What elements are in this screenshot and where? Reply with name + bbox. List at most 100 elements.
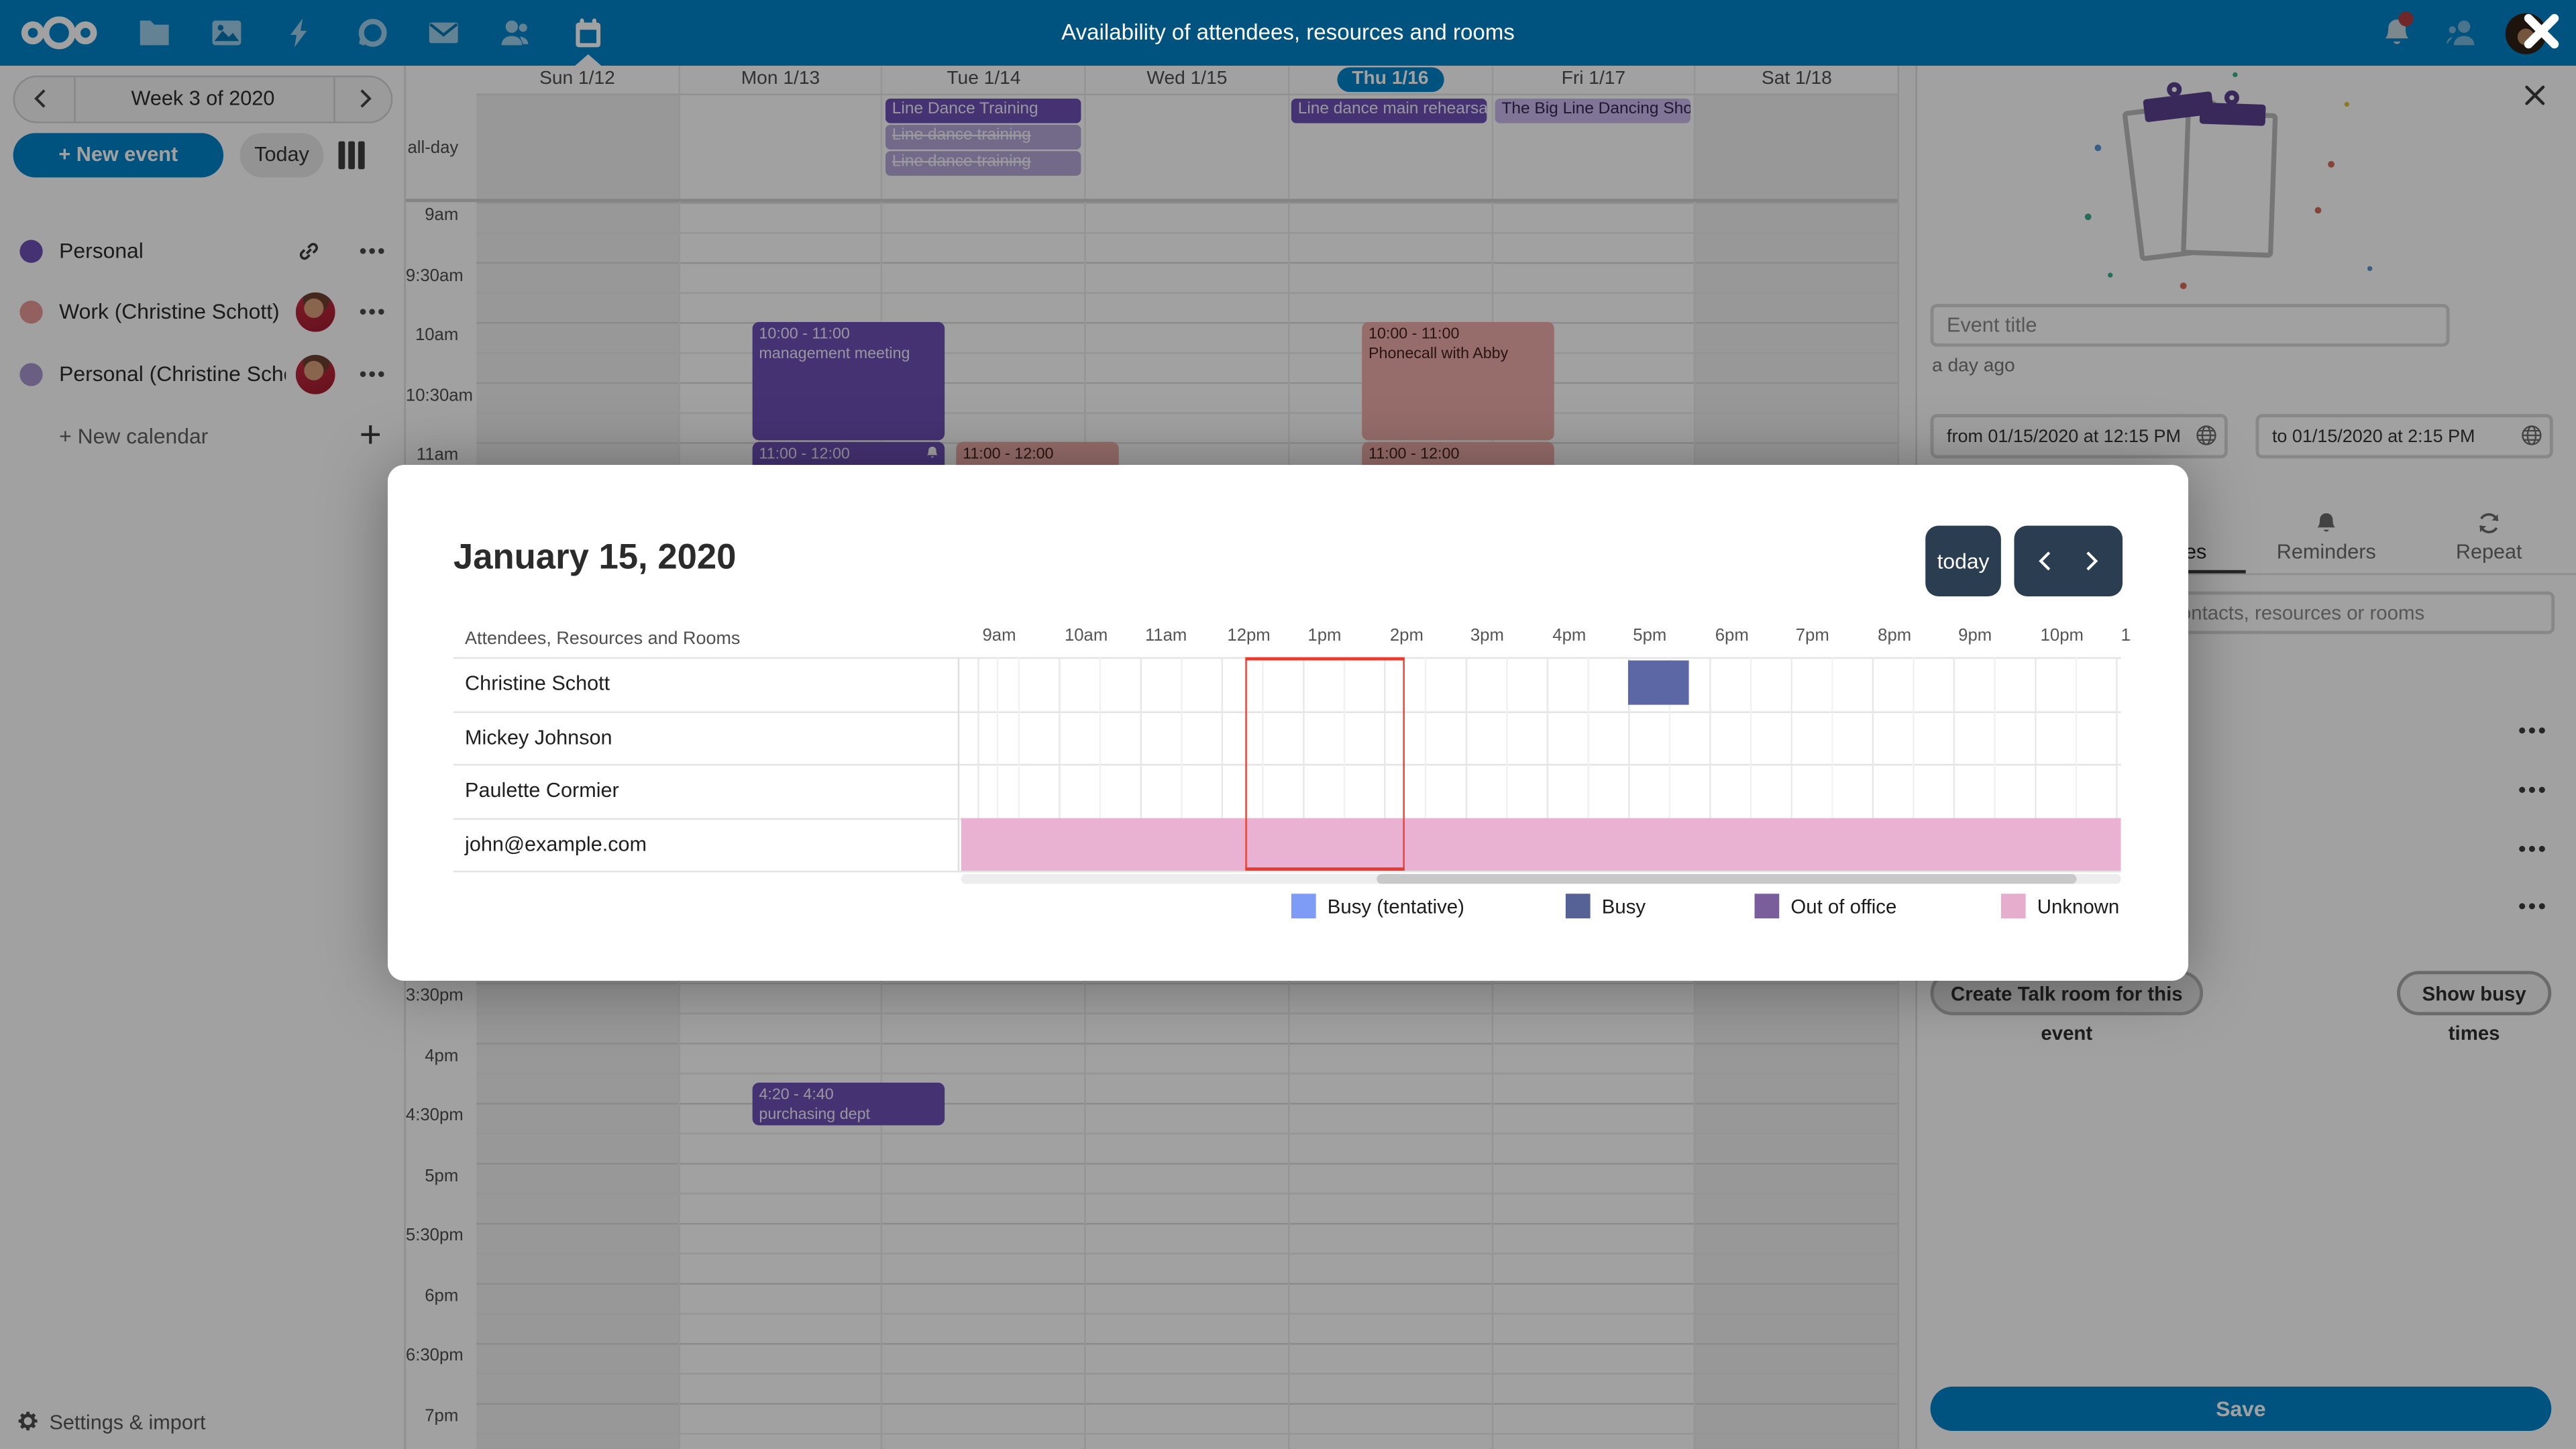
attendee-menu-button[interactable]: ••• (2518, 836, 2548, 861)
new-calendar-row[interactable]: + New calendar (0, 407, 406, 466)
timezone-globe-icon[interactable] (2195, 424, 2218, 455)
settings-import[interactable]: Settings & import (16, 1409, 394, 1436)
event-start-input[interactable] (1930, 414, 2228, 459)
busy-block (1627, 660, 1689, 705)
allday-event[interactable]: The Big Line Dancing Show (1495, 98, 1691, 123)
tab-repeat[interactable]: Repeat (2416, 501, 2561, 574)
time-label: 9:30am (405, 266, 464, 286)
notifications-bell-icon[interactable] (2381, 11, 2414, 49)
time-label: 4pm (425, 1046, 459, 1067)
event-title-input[interactable] (1930, 304, 2450, 347)
legend-swatch-busy (1565, 894, 1591, 918)
today-button[interactable]: Today (239, 133, 324, 178)
event-purchasing-dept[interactable]: 4:20 - 4:40 purchasing dept (752, 1082, 945, 1126)
talk-icon[interactable] (356, 16, 389, 49)
shared-by-avatar (295, 292, 335, 332)
day-header-wed: Wed 1/15 (1084, 65, 1288, 94)
day-header-mon: Mon 1/13 (678, 65, 881, 94)
timezone-globe-icon[interactable] (2520, 424, 2543, 455)
timeline-scrollbar-thumb[interactable] (1377, 873, 2077, 884)
allday-gutter-label: all-day (407, 138, 459, 158)
week-label[interactable]: Week 3 of 2020 (131, 87, 275, 111)
show-busy-times-button[interactable]: Show busy times (2397, 971, 2552, 1045)
allday-section[interactable] (476, 95, 1898, 199)
timeline-scrollbar-track[interactable] (961, 873, 2121, 884)
legend-swatch-unknown (2000, 894, 2026, 918)
allday-event-declined[interactable]: Line dance training (885, 125, 1081, 149)
time-label: 6:30pm (405, 1345, 464, 1366)
view-mode-icon[interactable] (338, 141, 366, 170)
previous-week-button[interactable] (28, 85, 58, 115)
previous-day-icon[interactable] (2034, 549, 2059, 574)
header-contacts-menu-icon[interactable] (2445, 16, 2477, 49)
contacts-icon[interactable] (499, 16, 532, 49)
files-icon[interactable] (138, 16, 171, 49)
availability-today-button[interactable]: today (1925, 525, 2001, 596)
time-label: 10am (415, 325, 459, 345)
notification-dot (2398, 11, 2414, 27)
calendar-menu-button[interactable]: ••• (359, 238, 387, 263)
time-label: 3:30pm (405, 985, 464, 1006)
hours-axis: 9am 10am 11am 12pm 1pm 2pm 3pm 4pm 5pm 6… (982, 626, 2131, 646)
new-event-button[interactable]: + New event (13, 133, 224, 178)
modal-window-title: Availability of attendees, resources and… (1061, 19, 1515, 45)
legend-label: Out of office (1790, 895, 1897, 918)
availability-timeline (961, 657, 2121, 871)
last-modified-label: a day ago (1932, 356, 2015, 376)
allday-event-declined[interactable]: Line dance training (885, 151, 1081, 175)
event-phonecall-with-abby[interactable]: 10:00 - 11:00 Phonecall with Abby (1362, 322, 1554, 441)
time-label: 6pm (425, 1286, 459, 1306)
column-divider (957, 657, 960, 871)
time-label: 5:30pm (405, 1225, 464, 1246)
attendee-row-name: Christine Schott (465, 672, 610, 695)
day-headers: Sun 1/12 Mon 1/13 Tue 1/14 Wed 1/15 Thu … (476, 65, 1898, 96)
save-button[interactable]: Save (1930, 1386, 2552, 1432)
calendar-item-personal-christine[interactable]: Personal (Christine Scho… ••• (0, 345, 406, 404)
calendar-color-dot (19, 363, 43, 386)
calendar-name: Work (Christine Schott) (59, 299, 280, 324)
calendar-menu-button[interactable]: ••• (359, 361, 387, 386)
tab-reminders[interactable]: Reminders (2259, 501, 2394, 574)
next-week-button[interactable] (352, 85, 381, 115)
attendee-menu-button[interactable]: ••• (2518, 894, 2548, 918)
availability-date-title: January 15, 2020 (453, 537, 737, 577)
attendee-menu-button[interactable]: ••• (2518, 777, 2548, 802)
nextcloud-logo-icon[interactable] (19, 16, 99, 50)
event-management-meeting[interactable]: 10:00 - 11:00 management meeting (752, 322, 945, 441)
time-label: 11am (416, 445, 459, 466)
shared-by-avatar (295, 354, 335, 394)
legend-label: Busy (tentative) (1327, 895, 1464, 918)
calendar-name: Personal (Christine Scho… (59, 361, 286, 386)
legend-label: Busy (1601, 895, 1646, 918)
calendar-item-personal[interactable]: Personal ••• (0, 222, 406, 281)
photos-icon[interactable] (210, 16, 243, 49)
time-label: 9am (425, 205, 459, 225)
week-navigation: Week 3 of 2020 (13, 75, 393, 123)
day-header-sat: Sat 1/18 (1694, 65, 1898, 94)
calendar-menu-button[interactable]: ••• (359, 299, 387, 324)
mail-icon[interactable] (427, 16, 460, 49)
activity-icon[interactable] (284, 16, 317, 49)
close-modal-icon[interactable] (2518, 8, 2565, 54)
share-link-icon[interactable] (297, 240, 320, 263)
attendees-column-header: Attendees, Resources and Rooms (465, 629, 741, 649)
reminders-bell-icon (2314, 511, 2339, 536)
allday-event[interactable]: Line Dance Training (885, 98, 1081, 123)
calendar-item-work-christine[interactable]: Work (Christine Schott) ••• (0, 282, 406, 341)
calendar-icon[interactable] (572, 16, 604, 49)
attendee-row-name: Paulette Cormier (465, 778, 619, 802)
attendee-menu-button[interactable]: ••• (2518, 718, 2548, 743)
gear-icon (16, 1409, 39, 1441)
calendar-color-dot (19, 239, 43, 263)
allday-event[interactable]: Line dance main rehearsal (1291, 98, 1487, 123)
close-panel-icon[interactable] (2522, 82, 2551, 111)
availability-dialog: January 15, 2020 today Attendees, Resour… (387, 465, 2189, 981)
next-day-icon[interactable] (2078, 549, 2103, 574)
event-end-input[interactable] (2255, 414, 2553, 459)
top-header-bar (0, 0, 2576, 66)
active-app-indicator (575, 54, 602, 66)
plus-icon[interactable] (358, 422, 383, 455)
time-label: 10:30am (405, 386, 474, 406)
calendar-color-dot (19, 301, 43, 324)
availability-nav-buttons (2014, 525, 2123, 596)
